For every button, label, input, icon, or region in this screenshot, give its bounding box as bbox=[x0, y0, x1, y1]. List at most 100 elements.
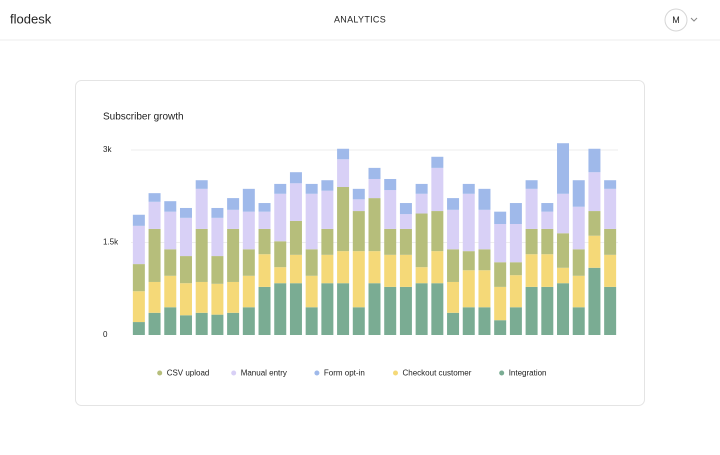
bar-segment bbox=[604, 180, 617, 189]
bar-segment bbox=[431, 251, 444, 284]
y-tick-label: 1.5k bbox=[103, 238, 119, 247]
bar-segment bbox=[258, 228, 271, 255]
bar-segment bbox=[447, 249, 460, 282]
bar-segment bbox=[447, 209, 460, 250]
bar-segment bbox=[148, 228, 161, 282]
bar-segment bbox=[557, 267, 570, 284]
bar-segment bbox=[211, 217, 224, 257]
legend-label: Form opt-in bbox=[324, 369, 365, 378]
legend-swatch bbox=[393, 370, 398, 376]
bar-segment bbox=[462, 193, 475, 252]
bar-segment bbox=[289, 172, 302, 184]
bar-segment bbox=[242, 249, 255, 276]
bar-segment bbox=[384, 178, 397, 191]
bar-segment bbox=[494, 211, 507, 224]
bar-segment bbox=[368, 178, 381, 199]
bar-segment bbox=[352, 307, 365, 335]
bar-segment bbox=[541, 228, 554, 255]
bar-segment bbox=[132, 291, 145, 323]
bar-segment bbox=[148, 193, 161, 202]
legend-swatch bbox=[231, 370, 237, 376]
page-title: ANALYTICS bbox=[334, 14, 386, 24]
bar-segment bbox=[588, 235, 601, 268]
legend: CSV upload Manual entry Form opt-in Checkou… bbox=[157, 369, 547, 378]
bar-segment bbox=[368, 283, 381, 335]
account-menu[interactable]: M bbox=[664, 8, 698, 32]
bar-segment bbox=[478, 188, 491, 210]
bar-segment bbox=[431, 167, 444, 212]
bar-segment bbox=[384, 286, 397, 335]
y-tick-label: 0 bbox=[103, 330, 108, 339]
bar-segment bbox=[478, 209, 491, 250]
bar-segment bbox=[525, 188, 538, 229]
bar-segment bbox=[415, 193, 428, 214]
avatar[interactable] bbox=[664, 8, 688, 32]
bar-segment bbox=[509, 224, 522, 263]
bar-segment bbox=[148, 312, 161, 335]
legend-label: Manual entry bbox=[241, 369, 287, 378]
bar-segment bbox=[164, 307, 177, 335]
legend-swatch bbox=[314, 370, 320, 376]
bar-segment bbox=[541, 203, 554, 212]
bar-segment bbox=[258, 211, 271, 229]
bar-segment bbox=[195, 281, 208, 313]
bar-segment bbox=[572, 249, 585, 276]
bar-segment bbox=[478, 270, 491, 308]
bar-segment bbox=[462, 307, 475, 335]
bar-segment bbox=[509, 262, 522, 276]
bar-segment bbox=[509, 275, 522, 308]
bar-segment bbox=[289, 283, 302, 335]
bar-segment bbox=[384, 190, 397, 229]
bar-segment bbox=[274, 241, 287, 268]
bar-segment bbox=[337, 159, 350, 187]
bar-segment bbox=[242, 307, 255, 335]
plot: 0 1.5k 3k bbox=[103, 143, 618, 339]
bar-segment bbox=[164, 201, 177, 212]
brand[interactable]: flodesk bbox=[10, 11, 52, 26]
bar-segment bbox=[337, 251, 350, 284]
chart-title: Subscriber growth bbox=[103, 112, 184, 123]
bar-segment bbox=[258, 203, 271, 212]
bar-segment bbox=[509, 307, 522, 335]
bar-segment bbox=[525, 180, 538, 189]
bar-segment bbox=[399, 203, 412, 215]
bar-segment bbox=[321, 283, 334, 335]
bar-segment bbox=[572, 307, 585, 335]
bar-segment bbox=[132, 225, 145, 265]
bar-segment bbox=[337, 187, 350, 252]
bar-segment bbox=[478, 249, 491, 271]
bar-segment bbox=[604, 254, 617, 287]
bar-segment bbox=[494, 262, 507, 287]
bar-segment bbox=[431, 156, 444, 168]
bar-segment bbox=[305, 193, 318, 250]
bar-segment bbox=[227, 228, 240, 282]
bar-segment bbox=[447, 281, 460, 313]
bar-segment bbox=[195, 228, 208, 282]
chevron[interactable] bbox=[690, 17, 698, 22]
bar-segment bbox=[604, 286, 617, 335]
bar-segment bbox=[242, 211, 255, 250]
bar-segment bbox=[242, 275, 255, 308]
bar-segment bbox=[227, 209, 240, 229]
bar-segment bbox=[164, 275, 177, 308]
bar-segment bbox=[368, 198, 381, 252]
bar-segment bbox=[588, 211, 601, 236]
bar-segment bbox=[525, 228, 538, 255]
bar-segment bbox=[525, 254, 538, 287]
bar-segment bbox=[588, 148, 601, 173]
bar-segment bbox=[494, 320, 507, 335]
bar-segment bbox=[274, 283, 287, 335]
bar-segment bbox=[164, 249, 177, 276]
bar-segment bbox=[305, 183, 318, 194]
bar-segment bbox=[148, 201, 161, 229]
bar-segment bbox=[352, 199, 365, 212]
bar-segment bbox=[415, 267, 428, 284]
bar-segment bbox=[227, 198, 240, 210]
bar-segment bbox=[384, 254, 397, 287]
bar-segment bbox=[274, 183, 287, 194]
bar-segment bbox=[274, 267, 287, 284]
bar-segment bbox=[305, 275, 318, 308]
bar-segment bbox=[164, 211, 177, 250]
bar-segment bbox=[494, 286, 507, 321]
bar-segment bbox=[305, 249, 318, 276]
